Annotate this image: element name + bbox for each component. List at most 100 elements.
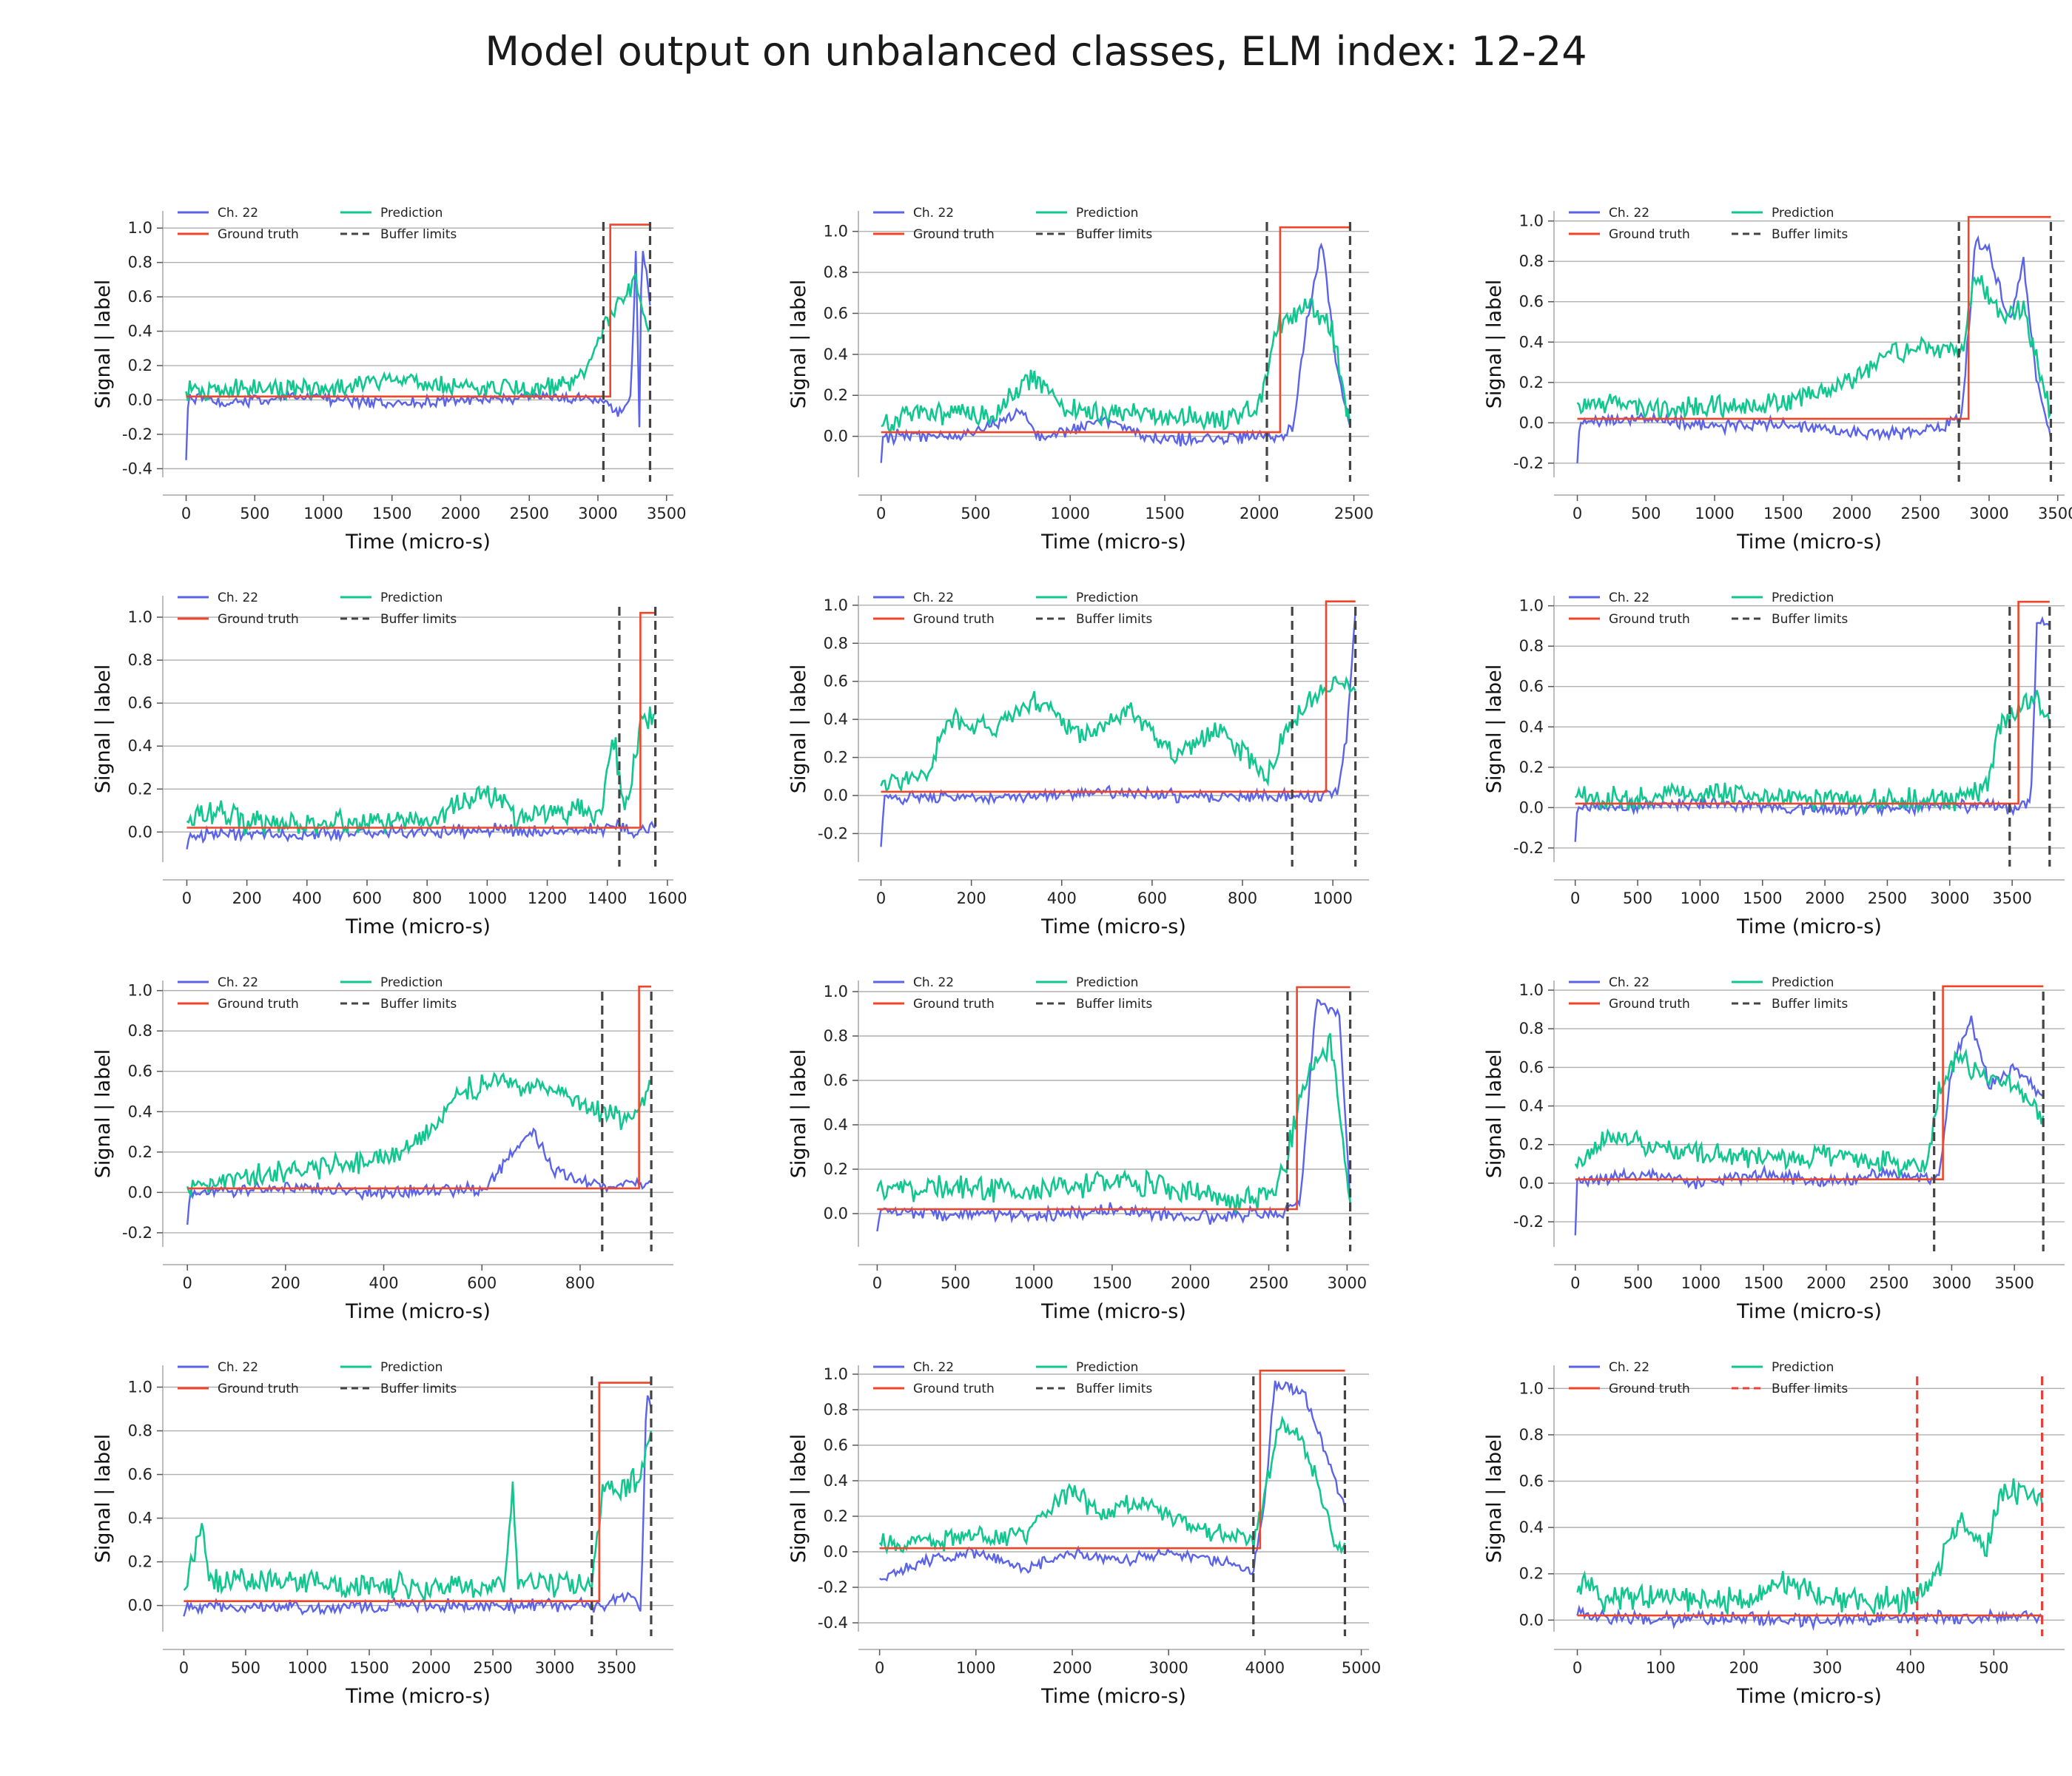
- x-tick-label: 0: [179, 1659, 189, 1677]
- legend-label-signal: Ch. 22: [218, 1360, 258, 1375]
- legend-label-prediction: Prediction: [1772, 1360, 1834, 1375]
- x-tick-label: 0: [876, 505, 886, 522]
- x-tick-label: 500: [240, 505, 269, 522]
- y-axis-label: Signal | label: [787, 1434, 810, 1564]
- x-tick-label: 2000: [1832, 505, 1871, 522]
- y-tick-label: 0.4: [1519, 1097, 1544, 1115]
- y-tick-label: 0.2: [1519, 1565, 1544, 1583]
- y-tick-label: 0.2: [1519, 1136, 1544, 1154]
- y-axis-label: Signal | label: [787, 665, 810, 794]
- x-tick-label: 1200: [528, 889, 567, 907]
- y-tick-label: 0.2: [824, 1507, 848, 1525]
- ground-truth-line: [184, 1382, 651, 1602]
- x-tick-label: 1400: [588, 889, 627, 907]
- y-tick-label: 0.8: [824, 1027, 848, 1045]
- legend: Ch. 22 Prediction Ground truth Buffer limit…: [178, 1360, 457, 1396]
- y-axis-label: Signal | label: [92, 1049, 115, 1179]
- legend-label-signal: Ch. 22: [913, 206, 954, 221]
- x-tick-label: 0: [1570, 889, 1580, 907]
- x-tick-label: 0: [181, 505, 191, 522]
- y-tick-label: -0.2: [122, 1224, 152, 1242]
- y-tick-label: 0.2: [1519, 758, 1544, 776]
- legend-label-signal: Ch. 22: [1609, 1360, 1649, 1375]
- x-tick-label: 2500: [1334, 505, 1373, 522]
- y-tick-label: -0.2: [818, 824, 848, 842]
- y-tick-label: 0.4: [824, 346, 848, 363]
- y-tick-label: 0.6: [1519, 293, 1544, 311]
- y-tick-label: 0.0: [824, 1205, 848, 1222]
- y-tick-label: 0.8: [824, 634, 848, 652]
- x-tick-label: 1500: [349, 1659, 388, 1677]
- legend: Ch. 22 Prediction Ground truth Buffer limit…: [178, 975, 457, 1012]
- x-tick-label: 1500: [1145, 505, 1184, 522]
- subplot-12: 0.0 0.2 0.4 0.6 0.8 1.0 0 100 200 300 400 500 Time (…: [1483, 1360, 2065, 1708]
- x-tick-label: 2000: [1240, 505, 1279, 522]
- x-axis-label: Time (micro-s): [1736, 531, 1882, 554]
- y-tick-label: 0.6: [824, 1436, 848, 1454]
- y-tick-label: 1.0: [128, 608, 152, 626]
- subplot-3: -0.2 0.0 0.2 0.4 0.6 0.8 1.0 0 500 1000 1500 2000 25…: [1483, 206, 2072, 554]
- y-tick-label: -0.2: [122, 426, 152, 443]
- y-tick-label: 1.0: [128, 1379, 152, 1396]
- legend-label-prediction: Prediction: [1076, 591, 1138, 605]
- x-tick-label: 0: [182, 889, 192, 907]
- x-tick-label: 500: [1624, 1274, 1653, 1292]
- legend-label-buffer: Buffer limits: [1772, 227, 1848, 242]
- x-tick-label: 2500: [1249, 1274, 1288, 1292]
- plot-area: [878, 1369, 1346, 1582]
- y-tick-label: 0.0: [824, 428, 848, 445]
- x-tick-label: 4000: [1245, 1659, 1285, 1677]
- legend-label-prediction: Prediction: [1772, 591, 1834, 605]
- legend-label-prediction: Prediction: [1772, 206, 1834, 221]
- legend-label-signal: Ch. 22: [1609, 206, 1649, 221]
- x-tick-label: 2000: [441, 505, 480, 522]
- y-axis-label: Signal | label: [787, 1049, 810, 1179]
- legend-label-buffer: Buffer limits: [1076, 612, 1152, 627]
- x-tick-label: 400: [369, 1274, 399, 1292]
- legend-label-truth: Ground truth: [1609, 612, 1690, 627]
- subplot-2: 0.0 0.2 0.4 0.6 0.8 1.0 0 500 1000 1500 2000 2500 Ti…: [787, 206, 1373, 554]
- plot-area: [185, 223, 651, 460]
- x-tick-label: 2500: [473, 1659, 512, 1677]
- x-tick-label: 0: [876, 889, 886, 907]
- x-tick-label: 500: [961, 505, 990, 522]
- legend-label-signal: Ch. 22: [1609, 591, 1649, 605]
- x-tick-label: 200: [232, 889, 262, 907]
- legend-label-buffer: Buffer limits: [380, 612, 457, 627]
- legend: Ch. 22 Prediction Ground truth Buffer limit…: [1569, 591, 1848, 627]
- x-tick-label: 2500: [1868, 889, 1907, 907]
- x-tick-label: 0: [182, 1274, 192, 1292]
- prediction-line: [1574, 1048, 2045, 1177]
- y-tick-label: 1.0: [1519, 212, 1544, 230]
- prediction-line: [183, 1430, 653, 1603]
- legend-label-signal: Ch. 22: [1609, 975, 1649, 990]
- ground-truth-line: [877, 986, 1350, 1211]
- x-tick-label: 3000: [1930, 889, 1969, 907]
- legend-label-prediction: Prediction: [380, 1360, 443, 1375]
- y-tick-label: 0.8: [1519, 1426, 1544, 1444]
- x-tick-label: 2000: [1806, 1274, 1846, 1292]
- legend-label-buffer: Buffer limits: [1772, 1382, 1848, 1396]
- x-tick-label: 3000: [1932, 1274, 1971, 1292]
- subplot-4: 0.0 0.2 0.4 0.6 0.8 1.0 0 200 400 600 800 1000 1200 1…: [92, 591, 687, 938]
- y-tick-label: 0.0: [824, 1543, 848, 1561]
- legend-label-signal: Ch. 22: [218, 975, 258, 990]
- y-tick-label: 1.0: [824, 223, 848, 240]
- y-tick-label: 1.0: [1519, 981, 1544, 999]
- x-tick-label: 3000: [1148, 1659, 1188, 1677]
- legend: Ch. 22 Prediction Ground truth Buffer limit…: [873, 1360, 1152, 1396]
- y-tick-label: 0.8: [128, 1422, 152, 1440]
- y-tick-label: 0.4: [824, 1116, 848, 1134]
- plot-area: [876, 986, 1351, 1232]
- legend-label-truth: Ground truth: [1609, 997, 1690, 1012]
- y-tick-label: 0.0: [1519, 1174, 1544, 1192]
- ground-truth-line: [186, 611, 656, 829]
- signal-line: [186, 818, 656, 850]
- x-tick-label: 400: [1896, 1659, 1925, 1677]
- legend-label-truth: Ground truth: [913, 227, 995, 242]
- prediction-line: [1576, 275, 2052, 422]
- y-tick-label: 0.4: [128, 737, 152, 755]
- signal-line: [1576, 1604, 2043, 1631]
- x-tick-label: 1000: [1695, 505, 1734, 522]
- ground-truth-line: [881, 226, 1350, 434]
